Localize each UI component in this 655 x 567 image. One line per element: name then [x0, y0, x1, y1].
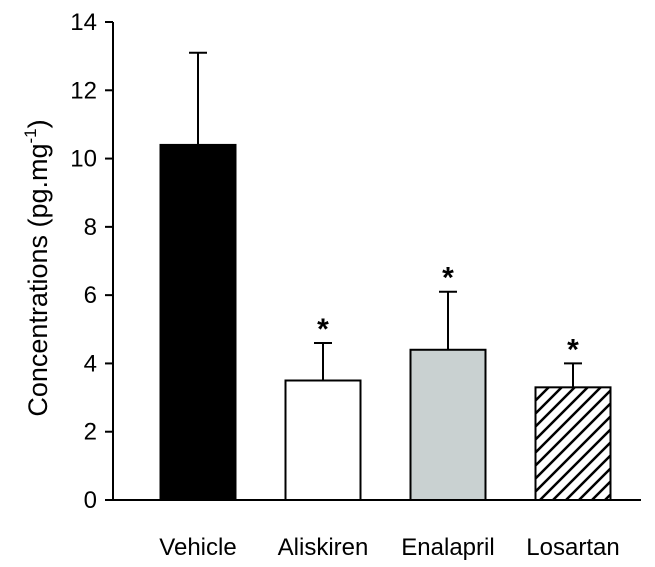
y-axis-label: Concentrations (pg.mg-1)	[21, 119, 53, 416]
x-category-label: Enalapril	[401, 534, 494, 561]
x-category-label: Vehicle	[159, 534, 236, 561]
y-tick-label: 2	[84, 419, 97, 446]
y-axis-label-superscript: -1	[21, 128, 40, 143]
y-tick-label: 14	[70, 9, 97, 36]
bar-aliskiren	[284, 379, 362, 501]
y-tick-label: 12	[70, 77, 97, 104]
x-category-label: Losartan	[526, 534, 619, 561]
x-category-label: Aliskiren	[278, 534, 369, 561]
bar-enalapril	[409, 348, 487, 501]
y-tick-label: 4	[84, 350, 97, 377]
plot-area: 0 2 4 6 8 10 12 14 Vehicle * Aliskiren * Enalapril * L…	[70, 9, 641, 561]
y-tick-label: 0	[84, 487, 97, 514]
bar-losartan	[534, 386, 612, 502]
significance-marker: *	[442, 262, 454, 295]
y-axis-label-main: Concentrations (pg.mg	[23, 143, 53, 416]
bar-vehicle	[159, 143, 237, 502]
significance-marker: *	[317, 313, 329, 346]
y-tick-label: 6	[84, 282, 97, 309]
y-tick-label: 10	[70, 146, 97, 173]
significance-marker: *	[567, 333, 579, 366]
y-tick-label: 8	[84, 214, 97, 241]
y-axis-label-close: )	[23, 119, 53, 128]
